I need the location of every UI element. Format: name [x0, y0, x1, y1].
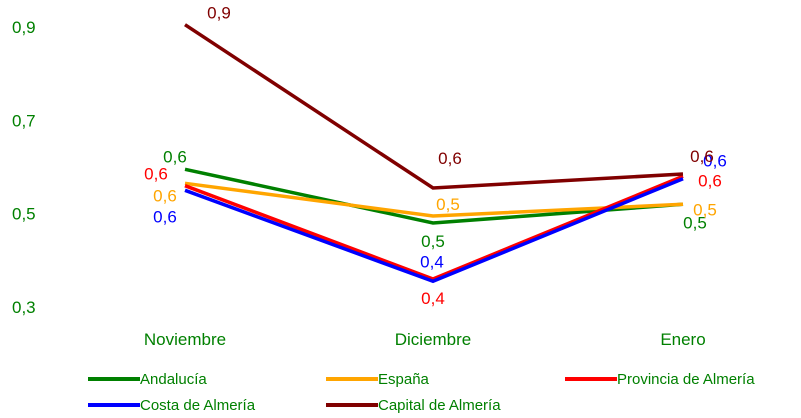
data-label: 0,6	[144, 165, 168, 184]
legend-label: Andalucía	[140, 371, 207, 388]
y-tick-label: 0,5	[12, 205, 36, 224]
x-axis: Noviembre Diciembre Enero	[144, 330, 706, 349]
data-label: 0,6	[438, 149, 462, 168]
data-label: 0,6	[153, 207, 177, 226]
data-label: 0,5	[436, 195, 460, 214]
data-labels: 0,60,50,50,6 0,5 0,50,60,40,60,60,40,60,90…	[144, 4, 727, 308]
y-tick-label: 0,9	[12, 18, 36, 37]
data-label: 0,6	[698, 171, 722, 190]
y-tick-label: 0,3	[12, 298, 36, 317]
series-line	[184, 23, 684, 190]
series-lines	[184, 23, 684, 284]
data-label: 0,4	[421, 289, 445, 308]
series-line	[184, 174, 684, 281]
legend-label: Provincia de Almería	[617, 371, 755, 388]
legend-label: España	[378, 371, 430, 388]
data-label: 0,5	[683, 213, 707, 232]
x-tick-label: Enero	[660, 330, 705, 349]
data-label: 0,6	[153, 186, 177, 205]
legend-label: Capital de Almería	[378, 397, 501, 414]
y-axis: 0,3 0,5 0,7 0,9	[12, 18, 36, 317]
x-tick-label: Noviembre	[144, 330, 226, 349]
data-label: 0,5	[693, 200, 717, 219]
data-label: 0,5	[421, 232, 445, 251]
series-line	[184, 177, 684, 284]
data-label: 0,6	[690, 147, 714, 166]
legend: Andalucía España Provincia de Almería Costa…	[88, 371, 755, 414]
legend-label: Costa de Almería	[140, 397, 256, 414]
data-label: 0,6	[163, 147, 187, 166]
data-label: 0,9	[207, 4, 231, 23]
data-label: 0,6	[703, 152, 727, 171]
series-line	[184, 181, 684, 218]
data-label: 0,4	[420, 252, 444, 271]
y-tick-label: 0,7	[12, 111, 36, 130]
x-tick-label: Diciembre	[395, 330, 472, 349]
